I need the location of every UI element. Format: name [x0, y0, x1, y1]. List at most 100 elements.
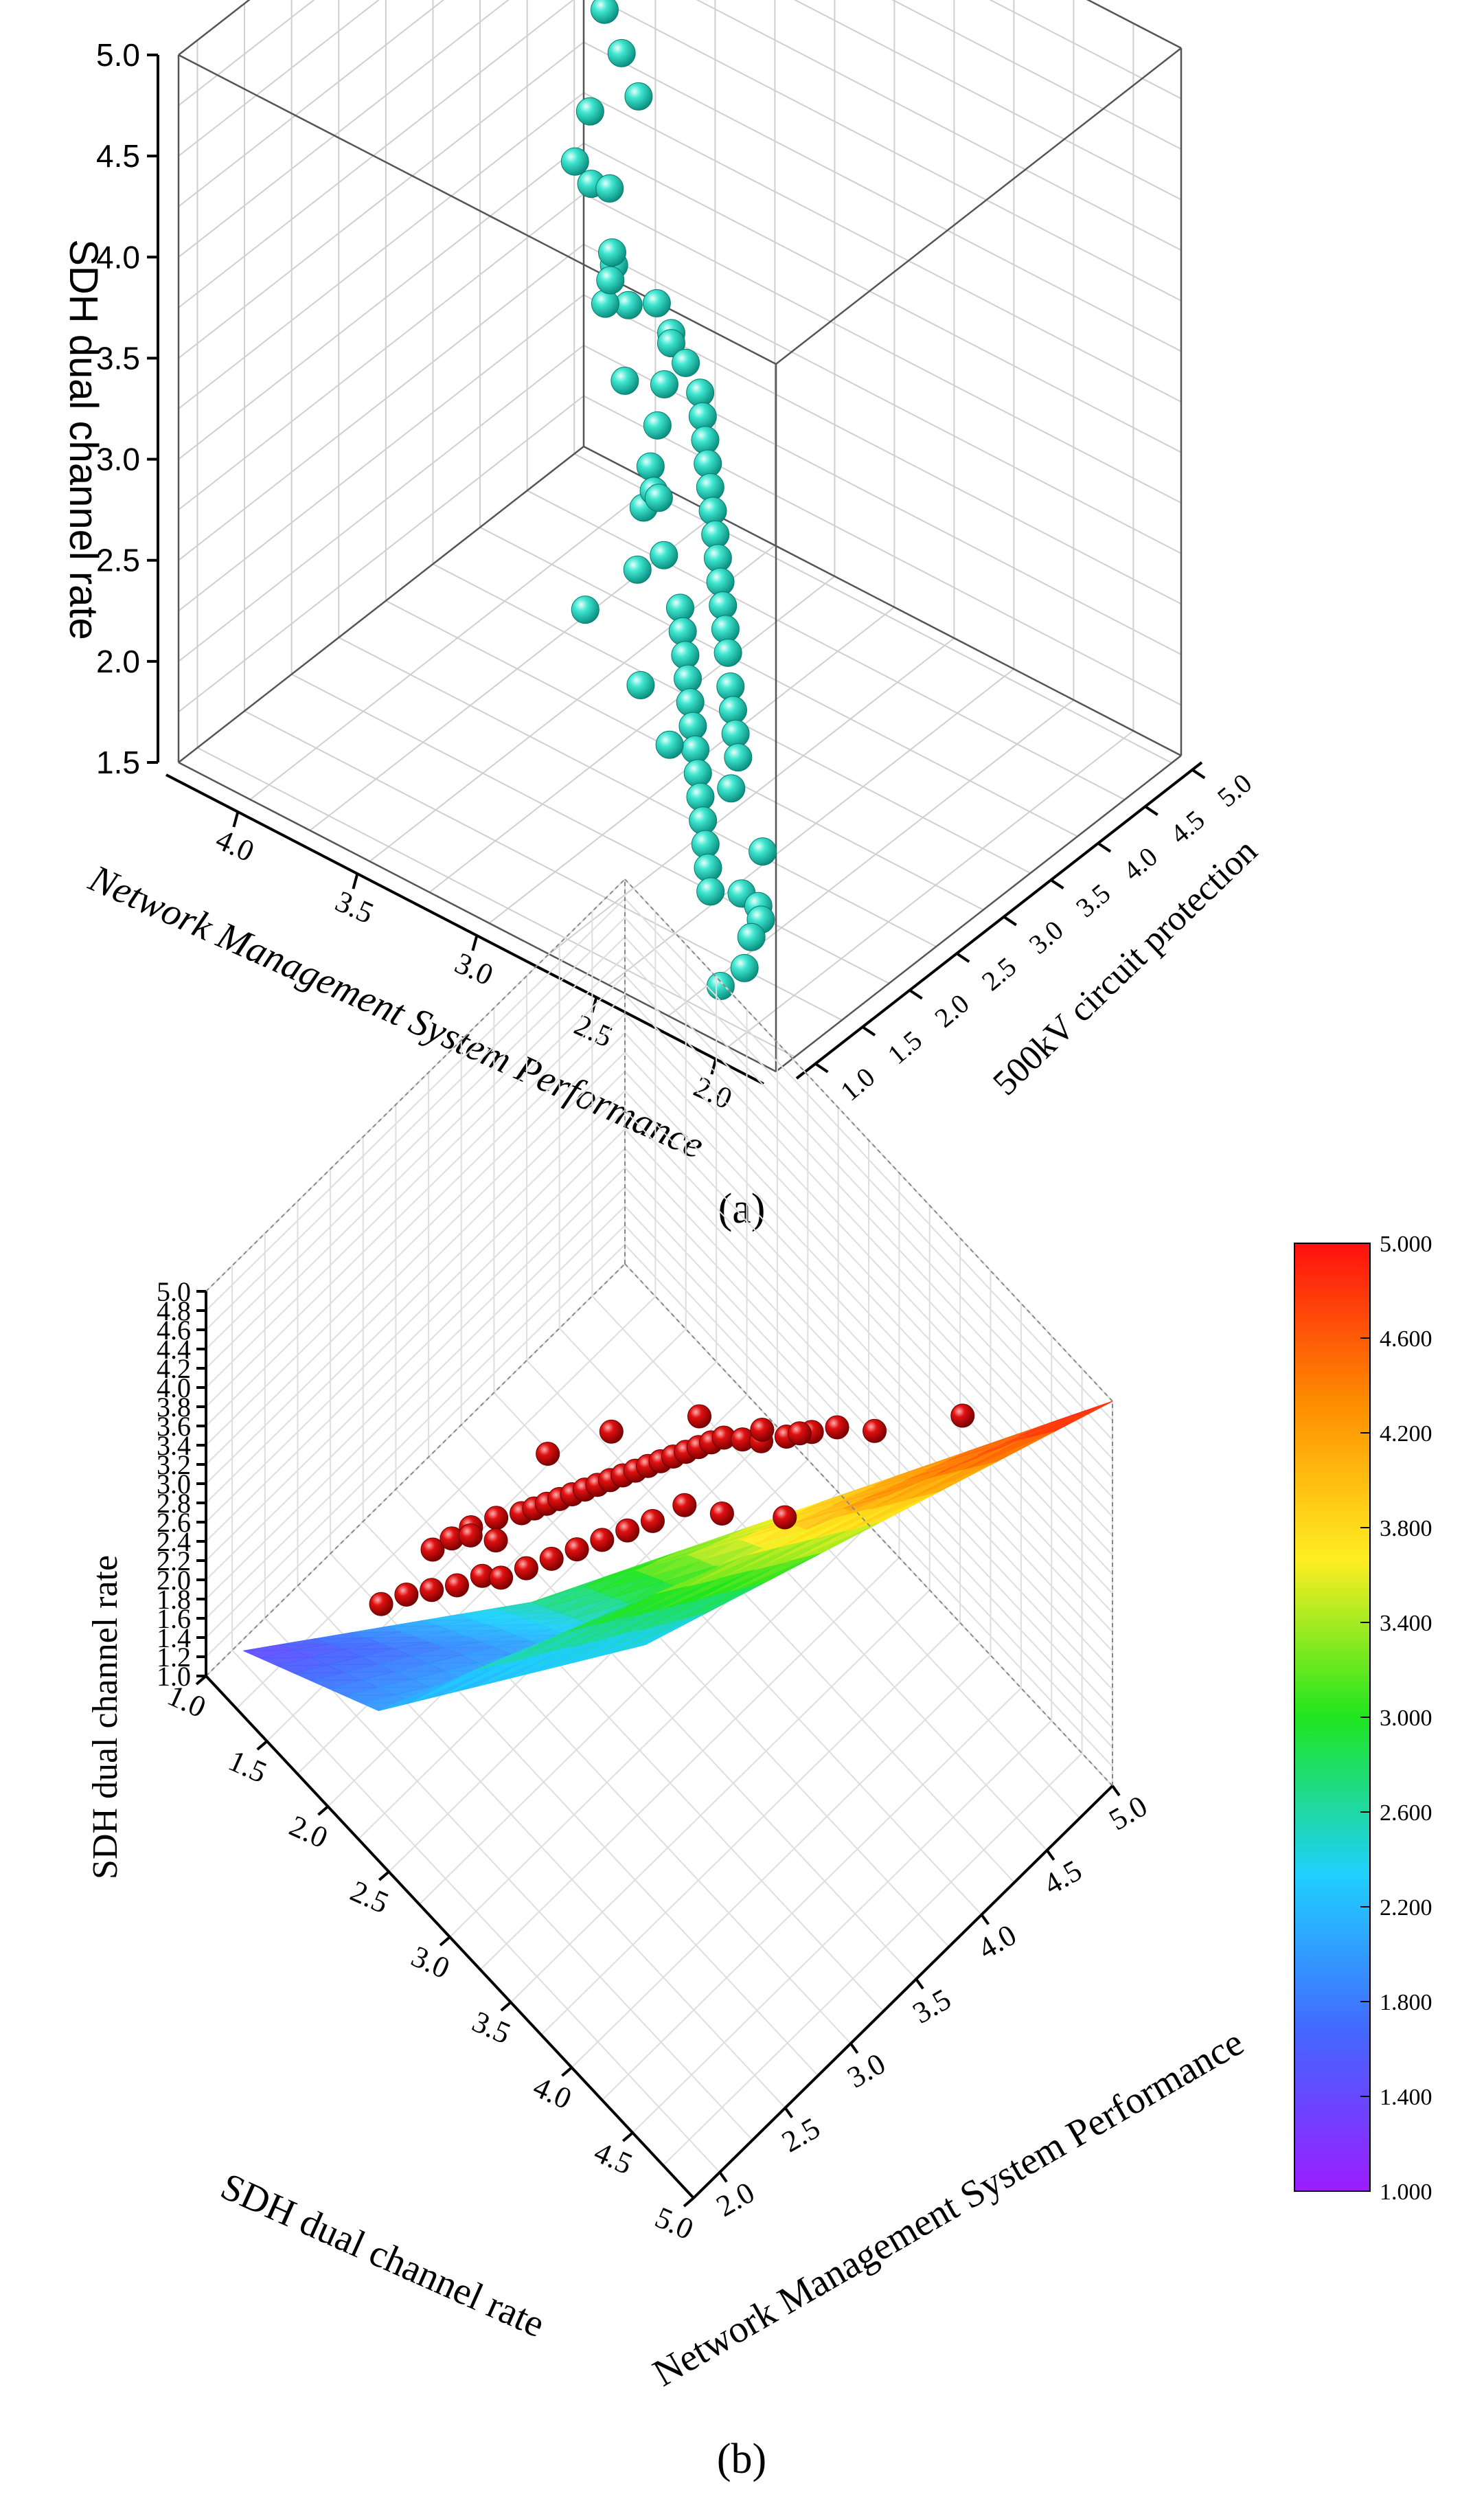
- surface-facet: [611, 1613, 704, 1653]
- grid-line: [178, 41, 584, 359]
- surface-facet: [351, 1631, 402, 1638]
- data-point: [749, 837, 777, 866]
- surface-facet: [863, 1473, 937, 1499]
- surface-facet: [394, 1663, 445, 1673]
- surface-facet: [595, 1586, 687, 1626]
- y-tick-label: 3.5: [907, 1982, 957, 2030]
- x-tick-label: 1.5: [224, 1743, 272, 1789]
- data-point: [706, 971, 735, 1000]
- panel-b-colorbar: 5.000 4.600 4.200 3.800 3.400 3.000 2.600 2.200…: [1294, 1232, 1432, 2205]
- z-tick-label: 3.8: [157, 1392, 191, 1423]
- grid-line: [205, 1186, 626, 1600]
- data-point: [420, 1537, 445, 1562]
- data-point: [394, 1583, 419, 1607]
- grid-line: [510, 1589, 931, 2003]
- grid-line: [205, 1148, 626, 1561]
- z-tick-label: 1.5: [96, 745, 140, 780]
- surface-facet: [380, 1642, 431, 1649]
- surface-facet: [361, 1648, 411, 1657]
- grid-line: [624, 898, 1113, 1421]
- surface-facet: [661, 1570, 754, 1609]
- data-point: [678, 712, 707, 740]
- z-tick-label: 3.0: [96, 442, 140, 477]
- z-tick-label: 2.0: [96, 644, 140, 679]
- data-point: [657, 329, 685, 358]
- grid-line: [624, 1052, 1113, 1575]
- surface-facet: [656, 1536, 729, 1562]
- grid-line: [624, 1090, 1113, 1613]
- x-tick-label: 3.0: [450, 946, 498, 992]
- y-tick-label: 4.0: [1117, 841, 1163, 887]
- panel-a-axes: [147, 0, 1206, 1085]
- grid-line: [602, 1687, 1022, 2101]
- data-point: [643, 411, 672, 440]
- y-tick: [718, 2171, 728, 2183]
- data-point: [642, 289, 671, 318]
- box-edge: [583, 445, 1182, 757]
- y-tick-label: 5.0: [1211, 767, 1257, 813]
- surface-facet: [478, 1646, 571, 1686]
- data-point: [703, 544, 732, 573]
- grid-line: [178, 294, 584, 612]
- data-point: [615, 1518, 640, 1543]
- z-tick-label: 1.4: [157, 1622, 191, 1653]
- data-point: [750, 1418, 775, 1442]
- grid-line: [479, 526, 1078, 837]
- grid-line: [205, 898, 626, 1311]
- data-point: [950, 1403, 975, 1428]
- panel-b-caption: (b): [717, 2436, 766, 2482]
- data-point: [369, 1592, 393, 1616]
- grid-line: [548, 637, 955, 955]
- surface-facet: [574, 1596, 628, 1619]
- data-point: [698, 497, 727, 525]
- surface-facet: [946, 1435, 1020, 1462]
- x-tick: [232, 811, 240, 828]
- surface-facet: [411, 1663, 504, 1703]
- data-point: [571, 596, 600, 624]
- grid-line: [178, 0, 380, 157]
- data-point: [714, 638, 742, 667]
- y-axis-line: [795, 761, 1203, 1080]
- grid-line: [231, 1649, 720, 2173]
- grid-line: [178, 243, 584, 561]
- surface-facet: [687, 1547, 779, 1587]
- grid-line: [178, 395, 584, 713]
- surface-facet: [700, 1545, 754, 1567]
- x-tick: [317, 1805, 329, 1816]
- grid-line: [608, 668, 1015, 986]
- grid-line: [793, 0, 1182, 201]
- data-point: [681, 735, 710, 764]
- z-tick-label: 2.5: [96, 543, 140, 578]
- surface-facet: [503, 1624, 596, 1664]
- panel-a-data-points: [560, 0, 777, 1000]
- data-point: [709, 591, 738, 620]
- data-point: [560, 147, 589, 176]
- data-point: [672, 348, 700, 377]
- data-point: [730, 953, 759, 982]
- data-point: [596, 266, 625, 295]
- y-tick-label: 4.0: [972, 1918, 1022, 1966]
- z-tick-label: 3.0: [157, 1469, 191, 1499]
- surface-facet: [378, 1686, 429, 1696]
- data-point: [688, 402, 717, 431]
- grid-line: [196, 747, 795, 1058]
- data-point: [591, 289, 619, 318]
- grid-line: [624, 1013, 1113, 1537]
- data-point: [709, 1502, 734, 1526]
- x-tick: [439, 1936, 451, 1947]
- x-tick: [378, 1870, 390, 1881]
- panel-b-x-axis-label: SDH dual channel rate: [214, 2165, 551, 2346]
- box-edge: [178, 54, 777, 365]
- y-tick: [956, 952, 970, 963]
- surface-facet: [778, 1508, 871, 1548]
- grid-line: [205, 1052, 626, 1465]
- grid-line: [624, 1109, 1113, 1633]
- y-tick: [1046, 1849, 1055, 1861]
- x-tick-label: 4.5: [589, 2135, 637, 2181]
- box-edge: [1086, 0, 1182, 49]
- colorbar-tick-label: 4.200: [1380, 1421, 1432, 1447]
- data-point: [650, 541, 678, 569]
- surface-facet: [790, 1499, 865, 1525]
- grid-line: [205, 994, 626, 1407]
- box-edge: [178, 446, 584, 763]
